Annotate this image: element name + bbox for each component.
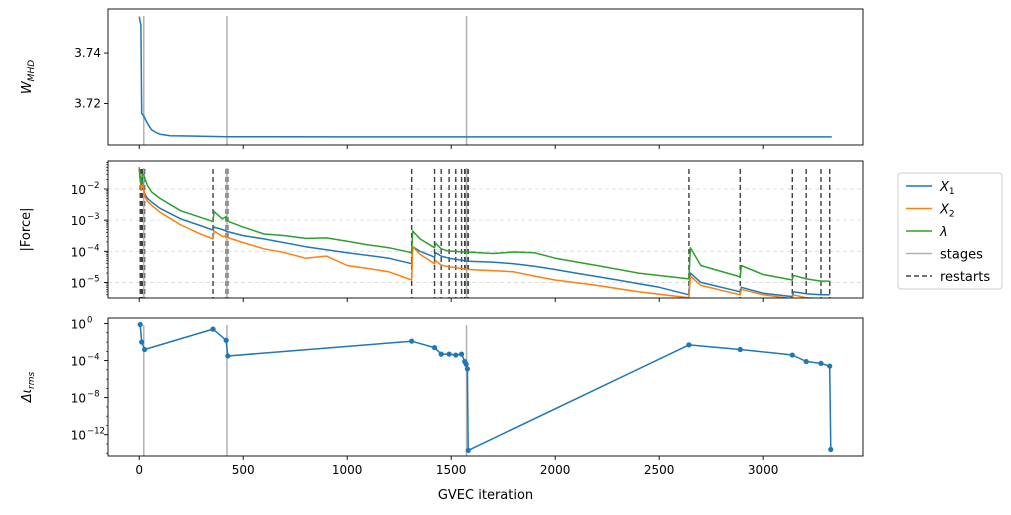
data-point (438, 351, 444, 357)
data-point (463, 361, 469, 367)
y-tick-exponent: −2 (87, 181, 100, 191)
x-axis-label: GVEC iteration (438, 488, 533, 503)
series-line-X2 (138, 167, 830, 298)
series-line-lambda (138, 167, 830, 282)
data-point (453, 352, 459, 358)
y-tick-exponent: −5 (87, 274, 100, 284)
data-point (409, 338, 415, 344)
y-tick-exponent: −4 (87, 353, 100, 363)
legend-entry: restarts (940, 270, 990, 285)
x-tick-label: 3000 (748, 463, 779, 477)
axes-frame (107, 8, 864, 146)
axes-frame (107, 317, 864, 457)
legend-entry: X2 (939, 203, 955, 220)
legend-entry: X1 (939, 180, 955, 197)
data-point (803, 358, 809, 365)
data-point (431, 345, 438, 351)
data-point (464, 366, 471, 372)
data-point (465, 447, 471, 454)
x-tick-label: 1500 (436, 463, 467, 477)
y-tick-label: 10 (71, 276, 86, 290)
y-tick-label: 10 (71, 318, 86, 332)
data-point (223, 337, 229, 343)
x-tick-label: 0 (135, 463, 143, 477)
data-point (827, 363, 833, 369)
data-point (458, 351, 465, 357)
legend-entry: λ (939, 225, 948, 240)
series-line-blue (138, 16, 832, 138)
data-point (142, 346, 148, 353)
x-tick-label: 2000 (540, 463, 571, 477)
series-line-blue (139, 324, 832, 452)
data-point (818, 360, 824, 366)
data-point (828, 446, 834, 453)
data-point (446, 351, 452, 357)
y-tick-label: 3.72 (74, 96, 101, 110)
series-line-X1 (138, 168, 830, 298)
data-point (210, 326, 216, 332)
y-tick-exponent: −3 (87, 212, 100, 222)
data-point (686, 342, 692, 348)
data-point (789, 352, 795, 358)
legend: X1 X2 λ stages restarts (897, 172, 1003, 290)
y-tick-label: 10 (71, 245, 86, 259)
y-tick-label: 10 (71, 429, 86, 443)
data-point (137, 321, 143, 328)
data-point (225, 353, 231, 359)
data-point (139, 339, 145, 345)
y-tick-exponent: −4 (87, 243, 100, 253)
y-axis-label: Διrms (20, 371, 37, 403)
y-tick-label: 10 (71, 355, 86, 369)
x-tick-label: 500 (232, 463, 255, 477)
y-tick-exponent: −12 (87, 427, 105, 437)
legend-frame (897, 172, 1003, 290)
y-tick-exponent: −8 (87, 390, 100, 400)
x-tick-label: 2500 (644, 463, 675, 477)
y-tick-label: 10 (71, 183, 86, 197)
y-axis-label: WMHD (20, 60, 37, 94)
panel-1: 3.72 3.74 WMHD (20, 8, 864, 149)
y-tick-exponent: 0 (87, 316, 92, 326)
panel-2: 10−510−410−310 −2|Force| (19, 160, 864, 302)
y-tick-label: 10 (71, 214, 86, 228)
legend-entry: stages (940, 248, 983, 263)
data-point (737, 346, 743, 353)
y-tick-label: 10 (71, 392, 86, 406)
x-tick-label: 1000 (332, 463, 363, 477)
y-tick-label: 3.74 (74, 46, 101, 60)
y-axis-label: |Force| (19, 208, 34, 252)
